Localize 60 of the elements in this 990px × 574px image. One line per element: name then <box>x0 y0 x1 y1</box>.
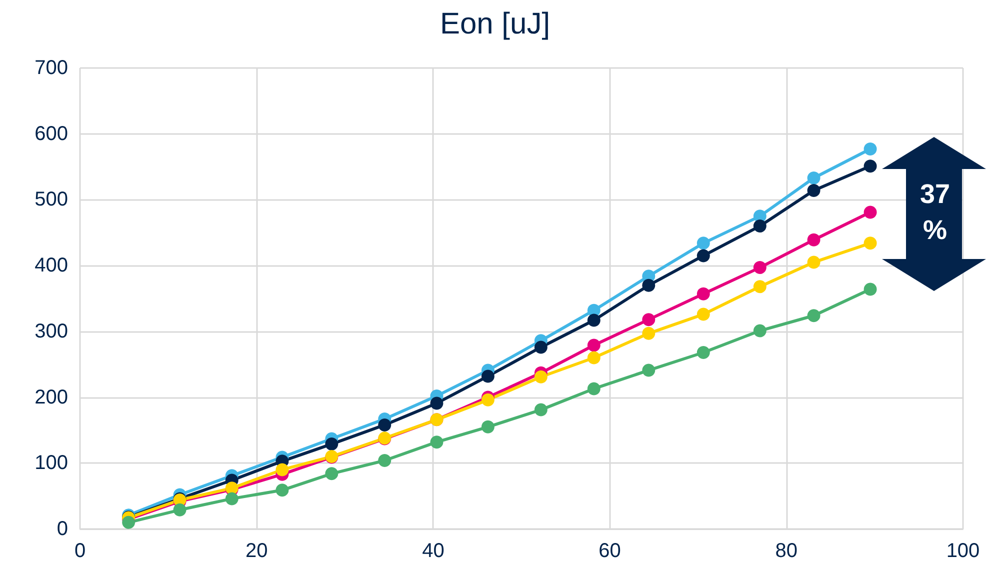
point <box>642 313 656 326</box>
point <box>753 220 766 233</box>
point <box>534 370 548 384</box>
point <box>225 492 238 506</box>
y-tick-label: 200 <box>34 386 68 408</box>
point <box>642 364 656 377</box>
point <box>642 326 656 340</box>
chart-title: Eon [uJ] <box>440 8 550 40</box>
point <box>276 463 289 476</box>
point <box>587 351 600 364</box>
point <box>696 287 710 300</box>
y-tick-label: 600 <box>34 122 68 145</box>
point <box>587 382 600 396</box>
point <box>807 309 820 322</box>
point <box>378 454 392 468</box>
x-tick-label: 80 <box>775 540 798 562</box>
point <box>276 484 289 497</box>
point <box>534 340 548 354</box>
point <box>378 418 392 432</box>
point <box>696 308 710 321</box>
point <box>696 249 710 262</box>
y-tick-label: 700 <box>34 57 68 79</box>
y-tick-label: 500 <box>34 188 68 211</box>
point <box>430 436 444 449</box>
point <box>587 338 600 352</box>
x-tick-label: 100 <box>946 540 980 562</box>
y-tick-label: 100 <box>34 452 68 474</box>
y-tick-label: 0 <box>56 518 68 540</box>
point <box>534 403 548 416</box>
point <box>325 438 338 451</box>
point <box>481 393 494 406</box>
y-tick-label: 300 <box>34 320 68 342</box>
point <box>864 160 877 173</box>
point <box>753 280 766 294</box>
point <box>481 370 494 383</box>
point <box>807 233 820 246</box>
point <box>173 503 186 516</box>
point <box>696 346 710 359</box>
point <box>587 314 600 327</box>
point <box>325 467 338 480</box>
point <box>807 256 820 269</box>
point <box>807 171 820 184</box>
point <box>122 516 136 529</box>
point <box>864 282 877 296</box>
y-tick-label: 400 <box>34 254 68 277</box>
point <box>642 278 656 292</box>
point <box>807 184 820 197</box>
x-tick-label: 20 <box>245 540 268 562</box>
x-tick-label: 40 <box>422 540 444 562</box>
point <box>481 420 494 434</box>
point <box>696 236 710 250</box>
x-tick-label: 0 <box>74 540 86 562</box>
point <box>753 261 766 274</box>
annotation: 37 % <box>918 178 952 247</box>
point <box>430 396 444 410</box>
x-tick-label: 60 <box>598 540 621 562</box>
point <box>753 324 766 338</box>
point <box>864 206 877 219</box>
point <box>864 142 877 156</box>
point <box>864 236 877 250</box>
